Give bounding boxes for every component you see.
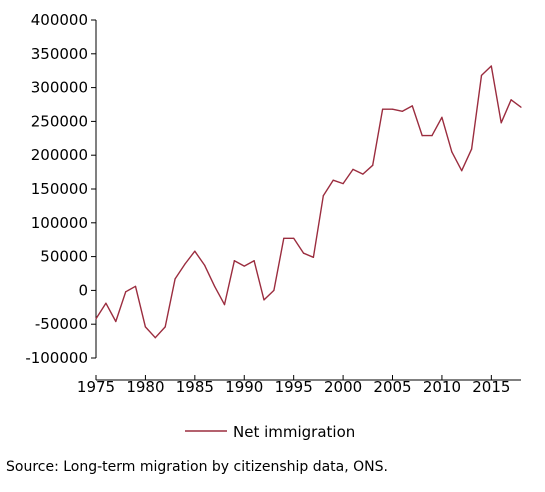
data-point [253, 260, 255, 262]
data-point [273, 289, 275, 291]
data-point [164, 326, 166, 328]
legend-label-net-immigration: Net immigration [233, 423, 355, 441]
x-axis: 1975 1980 1985 1990 1995 2000 2005 2010 2015 [77, 375, 521, 396]
y-tick-label: 150000 [31, 180, 88, 198]
y-tick-label: -50000 [35, 315, 88, 333]
data-point [105, 302, 107, 304]
x-tick-label: 2010 [423, 378, 461, 396]
data-point [312, 256, 315, 258]
x-tick-label: 1980 [126, 378, 164, 396]
y-tick-label: 350000 [31, 45, 88, 63]
x-tick-label: 1995 [275, 378, 313, 396]
data-point [421, 134, 423, 137]
x-tick-label: 1985 [176, 378, 214, 396]
data-point [470, 148, 473, 150]
data-point [125, 291, 127, 293]
data-point [490, 65, 492, 67]
data-point [362, 173, 364, 175]
data-point [115, 320, 117, 323]
source-note: Source: Long-term migration by citizensh… [6, 459, 388, 475]
data-point [510, 99, 512, 101]
series-line-net-immigration [95, 65, 522, 339]
data-point [233, 260, 235, 262]
x-tick-label: 1975 [77, 378, 115, 396]
x-tick-label: 2005 [373, 378, 411, 396]
data-point [263, 299, 265, 301]
y-tick-label: 400000 [31, 11, 88, 29]
y-tick-label: 0 [78, 281, 88, 299]
legend: Net immigration [185, 423, 355, 441]
y-tick-label: 300000 [31, 79, 88, 97]
x-tick-label: 1990 [225, 378, 263, 396]
data-point [520, 106, 522, 108]
series-layer [95, 65, 522, 339]
data-point [223, 303, 226, 306]
data-point [372, 164, 374, 166]
data-point [174, 278, 176, 280]
data-point [243, 265, 245, 267]
data-point [283, 237, 285, 239]
data-point [134, 285, 137, 287]
data-point [382, 108, 384, 110]
y-tick-label: 250000 [31, 112, 88, 130]
data-point [480, 74, 483, 77]
y-tick-label: 100000 [31, 214, 88, 232]
y-tick-label: 50000 [40, 248, 88, 266]
data-point [154, 337, 156, 339]
data-point [144, 326, 147, 328]
y-tick-label: -100000 [25, 349, 88, 367]
data-point [451, 151, 453, 153]
data-point [194, 250, 196, 252]
data-point [322, 195, 324, 197]
data-point [214, 285, 216, 287]
data-point [293, 237, 295, 239]
data-point [401, 110, 403, 112]
data-point [184, 263, 186, 265]
data-point [500, 122, 502, 124]
data-point [342, 182, 344, 185]
x-tick-label: 2015 [472, 378, 510, 396]
data-point [391, 108, 394, 110]
y-axis: -100000 -50000 0 50000 100000 150000 200000 250… [25, 11, 97, 367]
data-point [411, 105, 413, 107]
data-point [461, 170, 463, 172]
y-tick-label: 200000 [31, 146, 88, 164]
data-point [332, 179, 334, 181]
data-point [204, 264, 206, 266]
data-point [302, 252, 305, 254]
data-point [95, 318, 97, 320]
data-point [352, 168, 354, 170]
x-tick-label: 2000 [324, 378, 362, 396]
data-point [431, 134, 433, 137]
data-point [441, 116, 443, 118]
